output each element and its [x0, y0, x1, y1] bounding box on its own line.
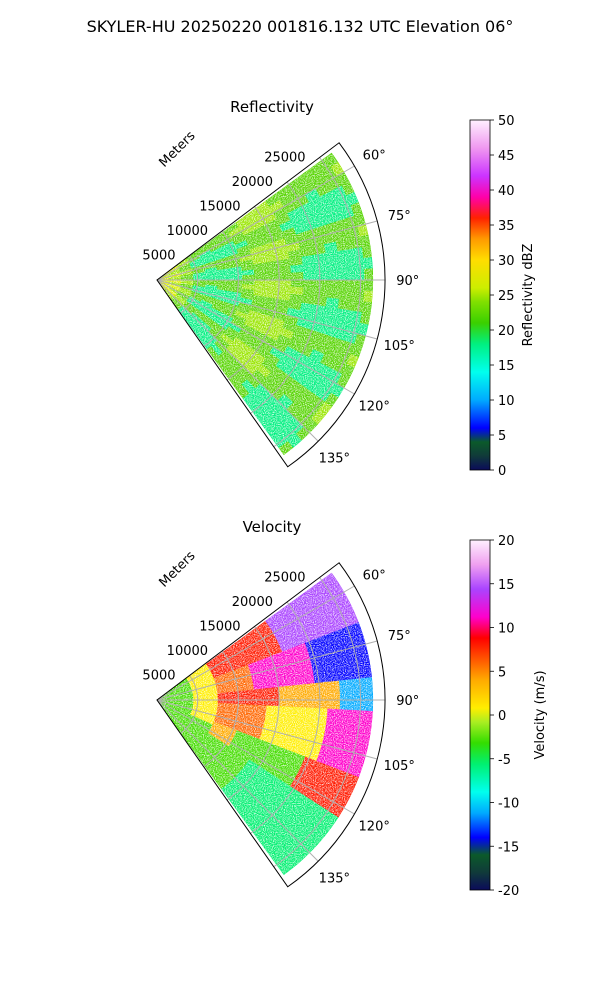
range-tick-label: 10000: [167, 224, 208, 239]
reflectivity-range-ticks: 5000 10000 15000 20000 25000: [142, 150, 305, 263]
azimuth-tick-label: 60°: [363, 149, 386, 164]
azimuth-tick-label: 60°: [363, 569, 386, 584]
azimuth-tick-label: 120°: [359, 819, 390, 834]
range-ring: [226, 206, 280, 381]
reflectivity-range-axis-label: Meters: [157, 128, 199, 170]
colorbar-tick-label: 0: [498, 464, 506, 479]
range-tick-label: 25000: [264, 570, 305, 585]
colorbar-tick-label: 45: [498, 149, 515, 164]
reflectivity-colorbar-label: Reflectivity dBZ: [521, 244, 536, 347]
azimuth-tick-label: 75°: [388, 629, 411, 644]
colorbar-tick-label: -10: [498, 797, 519, 812]
range-ring: [250, 181, 321, 414]
azimuth-tick-label: 135°: [319, 871, 350, 886]
velocity-range-ticks: 5000 10000 15000 20000 25000: [142, 570, 305, 683]
range-tick-label: 15000: [199, 199, 240, 214]
colorbar-tick-label: 5: [498, 665, 506, 680]
velocity-colorbar-bar: [469, 539, 491, 891]
sector-outline: [156, 142, 386, 468]
colorbar-tick-label: 35: [498, 219, 515, 234]
azimuth-spoke: [156, 699, 319, 862]
field-speckle: [157, 573, 373, 875]
azimuth-spoke: [156, 699, 355, 815]
colorbar-tick-label: -5: [498, 753, 511, 768]
velocity-colorbar: -20 -15 -10 -5 0 5 10 15 20 Velocity (m/s): [469, 534, 548, 899]
range-tick-label: 15000: [199, 619, 240, 634]
azimuth-spoke: [156, 220, 378, 281]
colorbar-tick-label: 50: [498, 114, 515, 129]
range-ring: [203, 650, 239, 768]
colorbar-tick-label: 25: [498, 289, 515, 304]
azimuth-tick-label: 135°: [319, 451, 350, 466]
azimuth-tick-label: 75°: [388, 209, 411, 224]
colorbar-tick-label: 15: [498, 578, 515, 593]
azimuth-tick-label: 105°: [384, 339, 415, 354]
sector-outline: [156, 562, 386, 888]
range-ring: [226, 626, 280, 801]
velocity-colorbar-label: Velocity (m/s): [533, 670, 548, 759]
reflectivity-colorbar: 0 5 10 15 20 25 30 35 40 45 50 Reflectivity dBZ: [469, 114, 536, 479]
reflectivity-colorbar-bar: [469, 119, 491, 471]
colorbar-tick-label: 40: [498, 184, 515, 199]
reflectivity-azimuth-ticks: 60° 75° 90° 105° 120° 135°: [319, 149, 420, 467]
velocity-panel: Velocity 5000 10000 15000 20000 25000 60° 75°…: [142, 518, 548, 899]
range-tick-label: 25000: [264, 150, 305, 165]
range-tick-label: 20000: [232, 595, 273, 610]
azimuth-tick-label: 90°: [396, 274, 419, 289]
range-ring: [250, 601, 321, 834]
range-tick-label: 20000: [232, 175, 273, 190]
range-tick-label: 10000: [167, 644, 208, 659]
colorbar-tick-label: 15: [498, 359, 515, 374]
azimuth-tick-label: 90°: [396, 694, 419, 709]
azimuth-spoke: [156, 279, 378, 340]
azimuth-spoke: [156, 699, 378, 760]
colorbar-tick-label: -20: [498, 884, 519, 899]
velocity-range-axis-label: Meters: [157, 548, 199, 590]
reflectivity-grid: [156, 157, 385, 448]
range-ring: [273, 157, 362, 448]
azimuth-spoke: [156, 279, 319, 442]
colorbar-tick-label: 10: [498, 394, 515, 409]
reflectivity-panel: Reflectivity 5000 10000 15000 20000 25000 60…: [142, 98, 536, 479]
colorbar-tick-label: 0: [498, 709, 506, 724]
colorbar-tick-label: -15: [498, 840, 519, 855]
colorbar-tick-label: 5: [498, 429, 506, 444]
velocity-grid: [156, 577, 385, 868]
velocity-title: Velocity: [243, 518, 302, 536]
velocity-frame: [156, 562, 386, 888]
colorbar-tick-label: 30: [498, 254, 515, 269]
reflectivity-frame: [156, 142, 386, 468]
range-tick-label: 5000: [142, 248, 175, 263]
azimuth-spoke: [156, 165, 355, 281]
velocity-colorbar-ticks: -20 -15 -10 -5 0 5 10 15 20: [490, 534, 519, 899]
figure-title: SKYLER-HU 20250220 001816.132 UTC Elevat…: [87, 17, 514, 36]
velocity-azimuth-ticks: 60° 75° 90° 105° 120° 135°: [319, 569, 420, 887]
range-tick-label: 5000: [142, 668, 175, 683]
colorbar-tick-label: 20: [498, 324, 515, 339]
azimuth-tick-label: 120°: [359, 399, 390, 414]
colorbar-tick-label: 20: [498, 534, 515, 549]
field-speckle: [157, 153, 373, 455]
azimuth-spoke: [156, 279, 355, 395]
azimuth-spoke: [156, 585, 355, 701]
reflectivity-title: Reflectivity: [230, 98, 314, 116]
reflectivity-colorbar-ticks: 0 5 10 15 20 25 30 35 40 45 50: [490, 114, 515, 479]
range-ring: [273, 577, 362, 868]
velocity-field: [156, 572, 374, 875]
colorbar-tick-label: 10: [498, 622, 515, 637]
range-ring: [203, 230, 239, 348]
azimuth-spoke: [156, 640, 378, 701]
azimuth-tick-label: 105°: [384, 759, 415, 774]
reflectivity-echo-field: [156, 152, 374, 455]
